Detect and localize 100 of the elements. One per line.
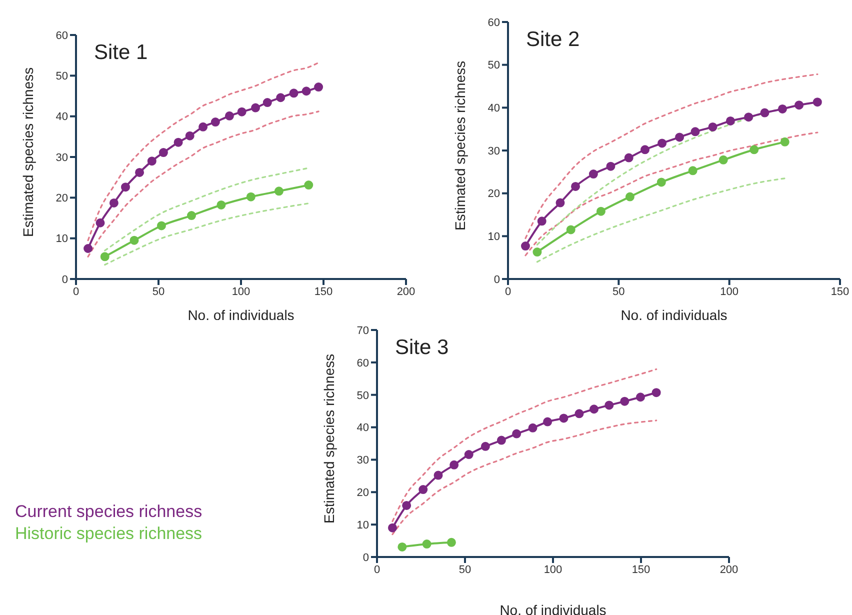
point bbox=[480, 442, 490, 451]
x-tick-label: 150 bbox=[632, 564, 650, 576]
line-series bbox=[104, 167, 310, 252]
point bbox=[274, 186, 284, 196]
y-tick-label: 40 bbox=[56, 111, 68, 124]
point bbox=[624, 153, 634, 162]
point bbox=[606, 162, 616, 171]
point bbox=[636, 392, 645, 402]
point bbox=[726, 116, 735, 126]
point bbox=[744, 112, 754, 122]
point bbox=[130, 236, 139, 245]
x-tick-label: 100 bbox=[232, 286, 250, 298]
point bbox=[422, 540, 432, 549]
point bbox=[750, 145, 759, 154]
x-tick-label: 50 bbox=[612, 286, 625, 298]
point bbox=[398, 542, 407, 552]
y-tick-label: 10 bbox=[356, 519, 369, 532]
point bbox=[496, 436, 506, 445]
y-tick-label: 70 bbox=[356, 324, 369, 337]
point bbox=[289, 88, 298, 98]
point bbox=[537, 216, 546, 226]
x-tick-label: 0 bbox=[504, 286, 512, 298]
point bbox=[556, 198, 565, 208]
point bbox=[590, 404, 599, 414]
x-tick-label: 0 bbox=[72, 286, 80, 298]
chart-title: Site 3 bbox=[395, 336, 449, 360]
x-axis-title: No. of individuals bbox=[188, 307, 294, 323]
y-axis-title: Estimated species richness bbox=[452, 60, 468, 230]
point bbox=[276, 93, 286, 102]
y-tick-label: 40 bbox=[356, 422, 369, 434]
chart-title: Site 1 bbox=[94, 41, 148, 65]
point bbox=[778, 104, 787, 114]
point bbox=[588, 170, 598, 179]
point bbox=[794, 100, 804, 110]
point bbox=[224, 111, 234, 120]
point bbox=[388, 523, 397, 532]
x-axis-title: No. of individuals bbox=[620, 307, 728, 323]
point bbox=[147, 156, 156, 166]
point bbox=[625, 192, 634, 202]
point bbox=[566, 225, 576, 234]
y-axis-title: Estimated species richness bbox=[320, 354, 337, 524]
y-tick-label: 50 bbox=[488, 60, 500, 72]
point bbox=[198, 122, 208, 132]
y-tick-label: 10 bbox=[56, 233, 68, 246]
point bbox=[656, 178, 666, 187]
x-tick-label: 50 bbox=[152, 286, 165, 298]
point bbox=[302, 86, 311, 96]
point bbox=[210, 118, 220, 127]
x-tick-label: 200 bbox=[720, 564, 738, 576]
point bbox=[640, 145, 650, 154]
point bbox=[174, 138, 183, 147]
point bbox=[690, 127, 700, 136]
point bbox=[658, 138, 667, 148]
chart-title: Site 2 bbox=[526, 28, 580, 52]
point bbox=[187, 211, 196, 220]
x-tick-label: 0 bbox=[374, 564, 380, 576]
point bbox=[100, 252, 110, 262]
point bbox=[604, 400, 614, 410]
point bbox=[84, 244, 93, 253]
point bbox=[620, 396, 630, 406]
y-tick-label: 10 bbox=[488, 231, 500, 244]
point bbox=[520, 242, 530, 251]
point bbox=[571, 182, 580, 191]
point bbox=[528, 423, 538, 432]
point bbox=[314, 82, 324, 92]
x-tick-label: 100 bbox=[544, 564, 562, 576]
y-axis-title: Estimated species richness bbox=[20, 67, 36, 237]
y-tick-label: 0 bbox=[362, 552, 369, 564]
point bbox=[512, 429, 522, 438]
point bbox=[464, 450, 474, 460]
point bbox=[532, 248, 542, 257]
point bbox=[708, 122, 718, 132]
point bbox=[574, 409, 584, 418]
point bbox=[135, 168, 144, 177]
line-series bbox=[104, 202, 310, 266]
point bbox=[543, 417, 552, 426]
y-tick-label: 60 bbox=[488, 16, 500, 29]
point bbox=[158, 148, 168, 158]
y-tick-label: 20 bbox=[56, 192, 68, 205]
point bbox=[246, 192, 256, 202]
y-tick-label: 50 bbox=[56, 70, 68, 83]
point bbox=[812, 98, 822, 107]
y-tick-label: 20 bbox=[356, 487, 369, 500]
point bbox=[237, 107, 246, 116]
x-tick-label: 200 bbox=[396, 286, 416, 298]
x-axis-title: No. of individuals bbox=[500, 602, 606, 615]
point bbox=[434, 470, 443, 480]
point bbox=[402, 500, 412, 510]
x-tick-label: 100 bbox=[720, 286, 739, 298]
text: Historic species richness bbox=[15, 523, 202, 545]
point bbox=[96, 218, 105, 228]
y-tick-label: 30 bbox=[488, 145, 500, 158]
y-tick-label: 30 bbox=[56, 152, 68, 164]
point bbox=[251, 103, 260, 112]
line-series bbox=[87, 62, 320, 242]
point bbox=[304, 180, 314, 190]
point bbox=[185, 131, 194, 140]
y-tick-label: 30 bbox=[356, 454, 369, 467]
y-tick-label: 40 bbox=[488, 102, 500, 115]
point bbox=[675, 132, 684, 142]
